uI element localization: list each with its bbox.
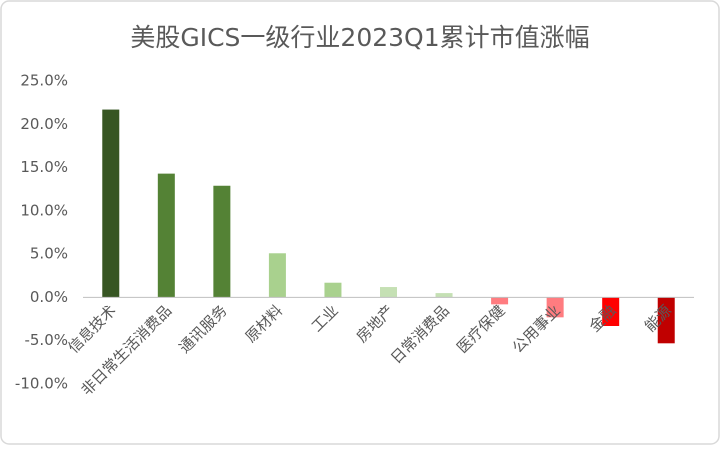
y-tick-label: 15.0%: [20, 158, 68, 176]
bar: [324, 282, 342, 298]
y-tick-label: -10.0%: [15, 375, 68, 393]
bar: [602, 297, 620, 326]
bar: [213, 185, 231, 298]
chart-title: 美股GICS一级行业2023Q1累计市值涨幅: [130, 23, 589, 52]
y-tick-label: -5.0%: [24, 331, 68, 349]
bar: [380, 287, 397, 298]
bar: [435, 293, 453, 298]
bar: [268, 253, 286, 298]
y-tick-label: 20.0%: [20, 115, 68, 133]
y-tick-label: 10.0%: [20, 201, 68, 219]
bar: [102, 109, 120, 298]
y-tick-label: 5.0%: [30, 245, 68, 263]
y-tick-label: 25.0%: [20, 72, 68, 90]
bar: [657, 297, 675, 344]
bar: [546, 297, 564, 318]
bar: [491, 297, 509, 305]
bar: [157, 173, 175, 298]
y-tick-label: 0.0%: [30, 288, 68, 306]
